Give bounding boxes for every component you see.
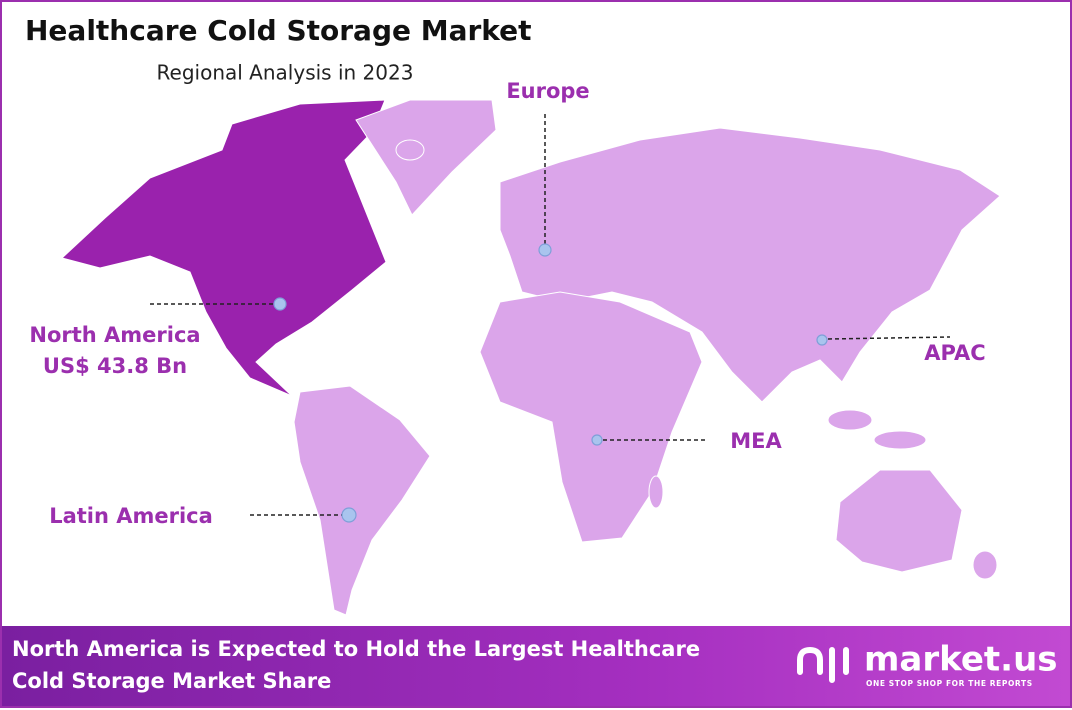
island [395,139,425,161]
logo-mark [829,647,849,683]
footer-banner [2,626,1070,706]
africa [479,291,703,543]
title: Healthcare Cold Storage Market [25,14,532,47]
marker [341,507,357,523]
south-america [293,385,431,616]
marker [816,334,828,346]
brand-tagline: ONE STOP SHOP FOR THE REPORTS [866,679,1033,688]
region-label: North America [29,323,200,347]
marker [538,243,552,257]
madagascar [648,475,664,509]
region-label: Latin America [49,504,213,528]
footer-headline: Cold Storage Market Share [12,669,331,693]
brand-logo [797,646,849,683]
footer-headline: North America is Expected to Hold the La… [12,637,700,661]
region-label: MEA [730,429,782,453]
marker [591,434,603,446]
region-label: Europe [506,79,589,103]
island [827,409,873,431]
subtitle: Regional Analysis in 2023 [157,61,414,85]
island [972,550,998,580]
callouts: Europe North America US$ 43.8 Bn APAC ME… [29,79,985,528]
footer: North America is Expected to Hold the La… [2,626,1070,706]
marker [273,297,287,311]
australia [835,469,963,573]
region-label: APAC [924,341,985,365]
north-america [60,99,387,397]
world-map [60,99,1001,616]
logo-mark [797,646,823,675]
region-value: US$ 43.8 Bn [43,354,187,378]
greenland [355,99,497,216]
leader-line [827,336,951,340]
island [873,430,927,450]
brand-name: market.us [864,640,1058,680]
